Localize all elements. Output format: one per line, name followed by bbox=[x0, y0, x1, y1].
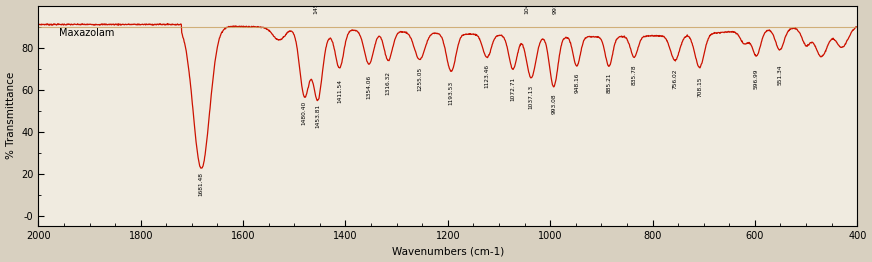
Text: 1453.81: 1453.81 bbox=[316, 104, 320, 128]
Text: 885.21: 885.21 bbox=[606, 73, 611, 93]
Text: 551.34: 551.34 bbox=[777, 64, 782, 85]
Y-axis label: % Transmittance: % Transmittance bbox=[5, 72, 16, 159]
Text: 708.15: 708.15 bbox=[697, 77, 702, 97]
X-axis label: Wavenumbers (cm-1): Wavenumbers (cm-1) bbox=[392, 247, 504, 256]
Text: 596.99: 596.99 bbox=[754, 69, 759, 89]
Text: 1681.48: 1681.48 bbox=[199, 172, 204, 196]
Text: 1458: 1458 bbox=[313, 0, 318, 14]
Text: 835.78: 835.78 bbox=[631, 64, 637, 85]
Text: Maxazolam: Maxazolam bbox=[58, 28, 114, 38]
Text: 1037.13: 1037.13 bbox=[528, 85, 534, 110]
Text: 948.16: 948.16 bbox=[574, 73, 579, 93]
Text: 1480.40: 1480.40 bbox=[302, 101, 307, 125]
Text: 756.02: 756.02 bbox=[672, 69, 678, 89]
Text: 1123.46: 1123.46 bbox=[485, 64, 489, 88]
Text: 1354.06: 1354.06 bbox=[366, 75, 371, 99]
Text: 104: 104 bbox=[525, 2, 529, 14]
Text: 1316.32: 1316.32 bbox=[385, 71, 391, 95]
Text: 1193.53: 1193.53 bbox=[448, 81, 453, 105]
Text: 1411.54: 1411.54 bbox=[337, 79, 342, 103]
Text: 993.08: 993.08 bbox=[551, 94, 556, 114]
Text: 991: 991 bbox=[552, 2, 557, 14]
Text: 1255.05: 1255.05 bbox=[417, 67, 422, 91]
Text: 1072.71: 1072.71 bbox=[510, 77, 515, 101]
